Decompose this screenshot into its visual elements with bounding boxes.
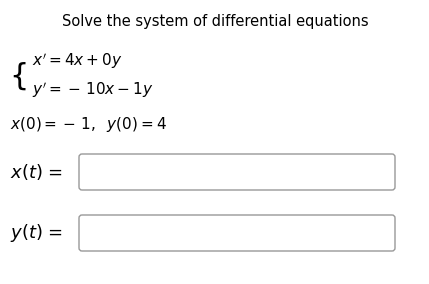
FancyBboxPatch shape	[79, 215, 395, 251]
Text: $x(t)$ =: $x(t)$ =	[10, 162, 63, 182]
Text: $x(0) = -\,1, \;\; y(0) = 4$: $x(0) = -\,1, \;\; y(0) = 4$	[10, 116, 167, 135]
Text: $\{$: $\{$	[9, 60, 27, 92]
Text: $y(t)$ =: $y(t)$ =	[10, 222, 63, 244]
Text: $y' = -\,10x - 1y$: $y' = -\,10x - 1y$	[32, 80, 154, 100]
Text: $x' = 4x + 0y$: $x' = 4x + 0y$	[32, 51, 123, 71]
FancyBboxPatch shape	[79, 154, 395, 190]
Text: Solve the system of differential equations: Solve the system of differential equatio…	[62, 14, 369, 29]
